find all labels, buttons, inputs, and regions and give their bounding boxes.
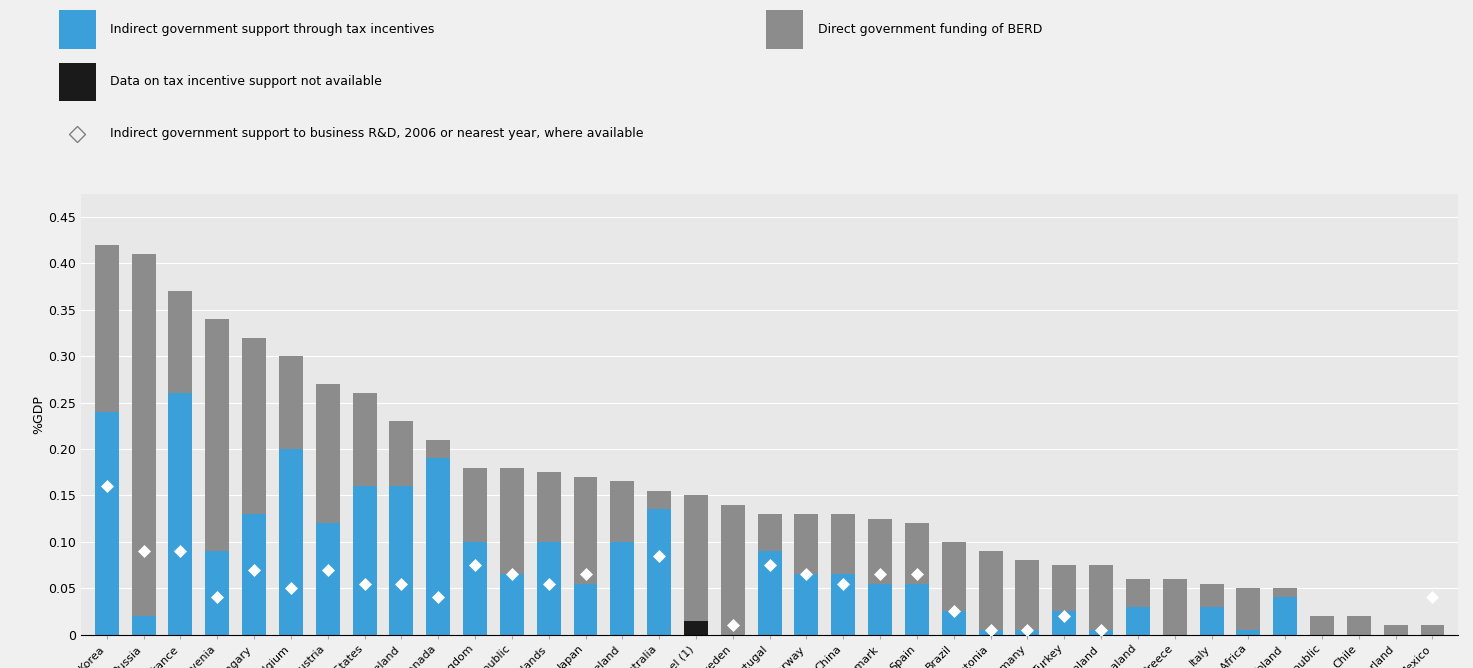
Bar [94,244,119,412]
Bar [757,551,782,635]
Bar [499,468,524,574]
Bar [978,630,1003,635]
Bar [1089,565,1114,630]
Bar [1052,565,1077,611]
Bar [941,611,966,635]
Bar [499,574,524,635]
Bar [1015,630,1040,635]
Bar [59,11,96,49]
Bar [1346,616,1371,635]
Bar [831,574,856,635]
Bar [1273,589,1298,597]
Bar [352,393,377,486]
Bar [1236,589,1261,630]
Bar [463,542,488,635]
Bar [536,472,561,542]
Bar [1199,584,1224,607]
Bar [426,440,451,458]
Bar [794,514,819,574]
Bar [315,523,340,635]
Bar [389,421,414,486]
Bar [168,393,193,635]
Bar [242,514,267,635]
Bar [1052,611,1077,635]
Bar [1273,597,1298,635]
Bar [683,621,709,635]
Bar [757,514,782,551]
Bar [463,468,488,542]
Bar [573,477,598,584]
Bar [315,384,340,523]
Bar [868,584,893,635]
Y-axis label: %GDP: %GDP [32,395,46,434]
Bar [720,504,745,635]
Bar [1162,579,1187,635]
Text: Indirect government support to business R&D, 2006 or nearest year, where availab: Indirect government support to business … [110,127,644,140]
Bar [1236,630,1261,635]
Bar [573,584,598,635]
Bar [536,542,561,635]
Bar [868,518,893,584]
Bar [941,542,966,611]
Bar [278,449,303,635]
Bar [610,542,635,635]
Bar [647,509,672,635]
Bar [205,319,230,551]
Bar [831,514,856,574]
Bar [1420,625,1445,635]
Bar [131,254,156,616]
Bar [1199,607,1224,635]
Bar [794,574,819,635]
Bar [1125,607,1150,635]
Text: Indirect government support through tax incentives: Indirect government support through tax … [110,23,435,36]
Bar [131,616,156,635]
Bar [766,11,803,49]
Bar [904,523,929,584]
Bar [1309,616,1335,635]
Bar [168,291,193,393]
Bar [205,551,230,635]
Bar [1015,560,1040,630]
Bar [1383,625,1408,635]
Bar [242,337,267,514]
Bar [426,458,451,635]
Bar [1125,579,1150,607]
Bar [610,482,635,542]
Bar [1089,630,1114,635]
Bar [352,486,377,635]
Bar [647,491,672,509]
Bar [904,584,929,635]
Bar [94,412,119,635]
Bar [59,63,96,101]
Text: Direct government funding of BERD: Direct government funding of BERD [818,23,1041,36]
Bar [683,496,709,621]
Bar [389,486,414,635]
Bar [978,551,1003,630]
Bar [278,356,303,449]
Text: Data on tax incentive support not available: Data on tax incentive support not availa… [110,75,383,88]
